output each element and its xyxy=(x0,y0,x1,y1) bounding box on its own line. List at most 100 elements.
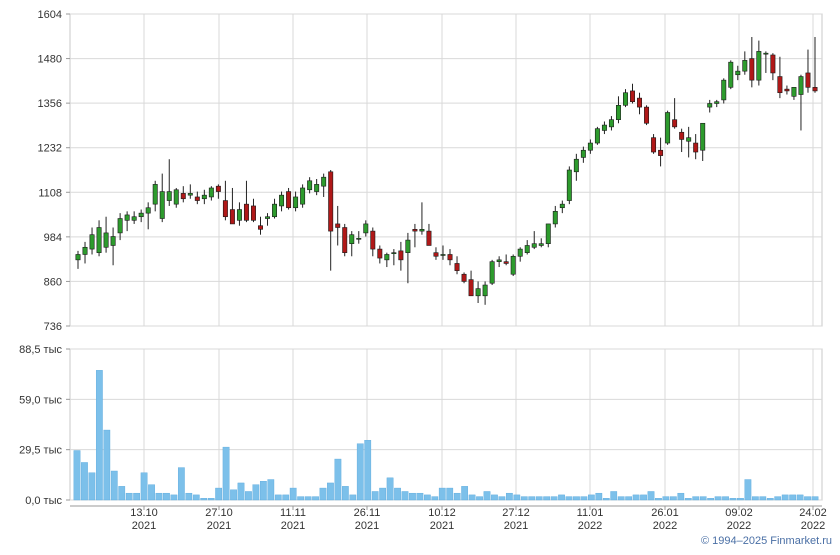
volume-bar xyxy=(699,496,707,501)
volume-bar xyxy=(714,496,722,501)
candle-up xyxy=(545,223,551,244)
candle-up xyxy=(293,196,299,209)
candle-down xyxy=(784,88,790,92)
candle-down xyxy=(286,191,292,209)
candle-down xyxy=(243,203,249,221)
candle-up xyxy=(138,212,144,218)
volume-bar xyxy=(550,496,558,501)
candle-up xyxy=(742,60,748,72)
volume-bar xyxy=(453,492,461,501)
volume-bar xyxy=(647,491,655,501)
volume-bar xyxy=(662,496,670,501)
candle-down xyxy=(342,227,348,253)
candle-up xyxy=(538,243,544,246)
volume-bar xyxy=(170,494,178,501)
candle-up xyxy=(307,180,313,191)
volume-bar xyxy=(185,492,193,501)
candle-up xyxy=(265,216,270,219)
volume-bar xyxy=(528,496,536,501)
volume-bar xyxy=(565,496,573,501)
volume-bar xyxy=(371,491,379,501)
x-tick-day-label: 10.12 xyxy=(428,507,456,519)
candle-up xyxy=(482,284,488,297)
candle-down xyxy=(749,58,755,81)
volume-bar xyxy=(73,450,81,501)
x-tick-day-label: 24.02 xyxy=(799,507,827,519)
candle-up xyxy=(131,216,137,221)
candle-down xyxy=(461,273,467,282)
candle-up xyxy=(791,87,797,97)
candle-up xyxy=(419,229,425,232)
candle-up xyxy=(173,189,179,205)
volume-bar xyxy=(110,470,118,501)
volume-panel xyxy=(69,348,823,501)
x-tick-year-label: 2021 xyxy=(132,520,156,532)
volume-bar xyxy=(483,491,491,501)
volume-bar xyxy=(766,498,774,501)
x-tick-day-label: 09.02 xyxy=(725,507,753,519)
candle-up xyxy=(159,191,165,219)
candle-up xyxy=(356,237,362,240)
volume-bar xyxy=(103,429,111,501)
candle-up xyxy=(145,207,151,214)
candle-down xyxy=(805,72,811,88)
volume-bar xyxy=(446,487,454,501)
volume-bar xyxy=(744,479,752,501)
volume-bar xyxy=(274,494,282,501)
price-tick-label: 860 xyxy=(44,276,62,288)
volume-bar xyxy=(595,492,603,501)
x-tick-day-label: 26.01 xyxy=(651,507,679,519)
x-tick-year-label: 2022 xyxy=(727,520,751,532)
volume-bar xyxy=(148,484,155,501)
volume-bar xyxy=(282,494,290,501)
candle-up xyxy=(236,209,242,221)
volume-bar xyxy=(125,492,133,501)
candle-up xyxy=(763,52,769,55)
volume-bar xyxy=(811,496,819,501)
volume-tick-label: 88,5 тыс xyxy=(19,344,62,356)
volume-bar xyxy=(573,496,580,501)
candle-down xyxy=(503,261,509,264)
candle-up xyxy=(798,76,804,95)
candle-up xyxy=(623,92,628,106)
candle-up xyxy=(82,246,88,255)
volume-bar xyxy=(438,487,446,501)
volume-bar xyxy=(192,494,200,501)
candle-up xyxy=(721,79,727,101)
volume-bar xyxy=(230,489,237,501)
volume-bar xyxy=(163,492,170,501)
candle-up xyxy=(587,142,593,151)
volume-bar xyxy=(95,370,103,501)
x-tick-year-label: 2021 xyxy=(504,520,528,532)
candle-up xyxy=(363,223,369,234)
candle-up xyxy=(152,184,158,205)
candle-down xyxy=(335,223,341,228)
volume-bar xyxy=(356,443,364,501)
candle-down xyxy=(412,229,418,232)
volume-bar xyxy=(535,496,543,501)
candle-up xyxy=(279,194,285,207)
candle-up xyxy=(405,239,411,253)
x-tick-year-label: 2021 xyxy=(355,520,379,532)
volume-bar xyxy=(737,498,744,501)
volume-bar xyxy=(461,486,469,501)
volume-bar xyxy=(498,496,506,501)
candle-up xyxy=(700,122,706,151)
volume-bar xyxy=(580,496,588,501)
volume-bar xyxy=(364,440,372,501)
candle-up xyxy=(580,149,586,158)
volume-bar xyxy=(155,492,163,501)
candle-up xyxy=(517,248,523,257)
volume-bar xyxy=(252,484,260,501)
x-tick-day-label: 26.11 xyxy=(354,507,381,519)
x-tick-day-label: 11.01 xyxy=(577,507,604,519)
volume-bar xyxy=(237,482,245,501)
candle-down xyxy=(693,142,699,153)
candle-up xyxy=(594,128,600,144)
volume-bar xyxy=(334,458,342,501)
volume-bar xyxy=(587,494,595,501)
candle-up xyxy=(531,243,537,248)
x-tick-year-label: 2022 xyxy=(801,520,825,532)
volume-bar xyxy=(602,498,610,501)
candle-up xyxy=(573,158,579,173)
